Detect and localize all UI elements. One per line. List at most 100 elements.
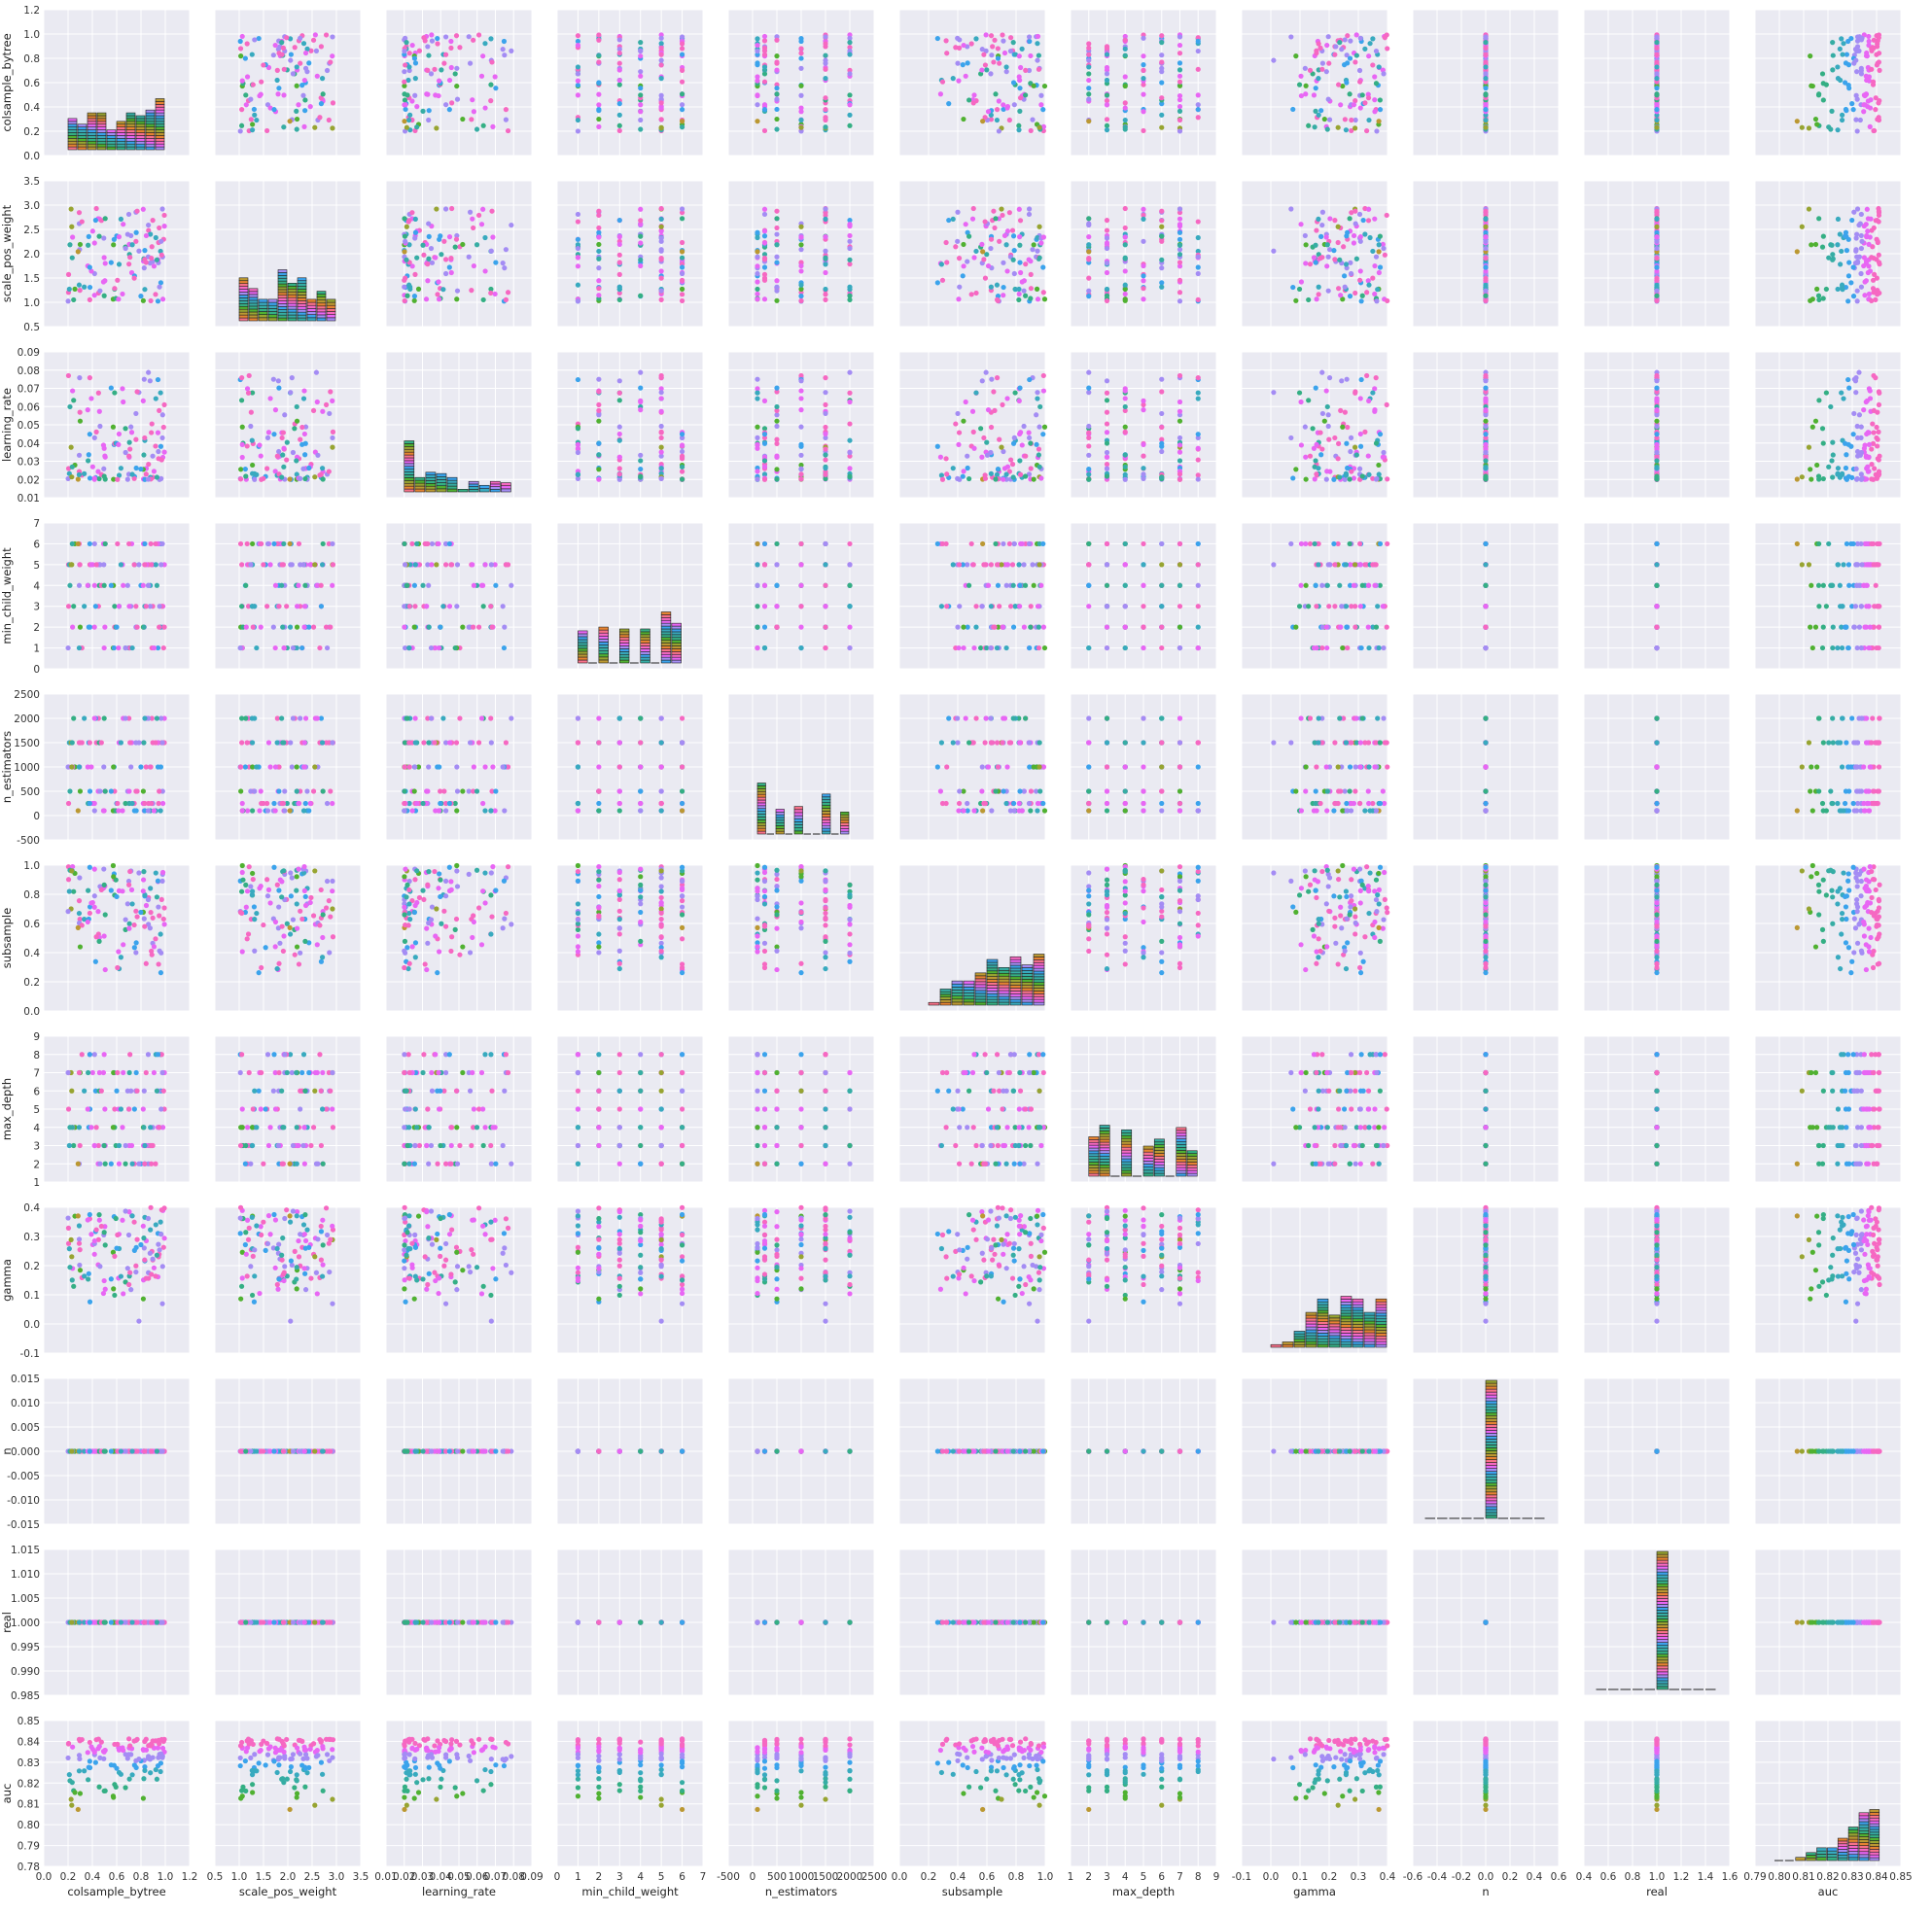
panel-learning_rate-vs-n_estimators	[727, 351, 875, 499]
scatter-point	[1871, 127, 1877, 134]
scatter-point	[991, 389, 997, 395]
scatter-point	[1026, 67, 1033, 74]
scatter-point	[1344, 52, 1350, 58]
scatter-point	[460, 624, 466, 630]
scatter-point	[616, 466, 622, 471]
scatter-point	[412, 216, 418, 223]
scatter-point	[86, 458, 91, 464]
scatter-point	[87, 624, 93, 630]
scatter-point	[575, 211, 581, 218]
scatter-point	[1858, 284, 1865, 290]
scatter-point	[596, 59, 602, 65]
histogram-bar	[267, 298, 278, 322]
scatter-point	[448, 256, 454, 261]
scatter-point	[142, 248, 148, 254]
scatter-point	[1159, 208, 1165, 214]
scatter-point	[1806, 444, 1812, 450]
scatter-point	[970, 100, 976, 106]
scatter-point	[115, 540, 121, 547]
scatter-point	[318, 471, 324, 477]
scatter-point	[238, 53, 244, 59]
scatter-point	[596, 293, 602, 298]
scatter-point	[299, 424, 305, 431]
scatter-point	[1177, 97, 1183, 103]
scatter-point	[1372, 216, 1378, 222]
scatter-point	[1356, 67, 1363, 74]
scatter-point	[985, 109, 992, 115]
scatter-point	[755, 102, 760, 108]
scatter-point	[1854, 476, 1860, 482]
scatter-point	[956, 78, 962, 84]
scatter-point	[1159, 80, 1165, 86]
scatter-point	[847, 473, 853, 479]
scatter-point	[406, 218, 412, 224]
scatter-point	[1654, 238, 1660, 244]
scatter-point	[1034, 286, 1040, 292]
scatter-point	[294, 83, 299, 88]
scatter-point	[251, 106, 258, 113]
scatter-point	[995, 55, 1001, 61]
scatter-point	[156, 448, 161, 455]
scatter-point	[638, 293, 644, 298]
scatter-point	[69, 562, 75, 568]
scatter-point	[475, 624, 482, 630]
scatter-point	[1366, 471, 1372, 477]
scatter-point	[1177, 216, 1183, 222]
scatter-point	[1861, 255, 1868, 261]
scatter-point	[1853, 248, 1859, 254]
scatter-point	[993, 476, 999, 482]
scatter-point	[1019, 46, 1025, 52]
scatter-point	[1845, 376, 1851, 383]
scatter-point	[956, 430, 963, 435]
histogram-bar	[287, 283, 298, 322]
scatter-point	[239, 33, 245, 40]
scatter-point	[1851, 410, 1857, 417]
scatter-point	[943, 239, 949, 246]
scatter-point	[616, 260, 622, 265]
scatter-point	[596, 241, 602, 248]
scatter-point	[426, 108, 432, 114]
scatter-point	[414, 124, 420, 130]
scatter-point	[1335, 224, 1341, 229]
scatter-point	[1007, 48, 1014, 54]
scatter-point	[1004, 105, 1010, 111]
scatter-point	[312, 32, 318, 38]
scatter-point	[997, 60, 1002, 66]
scatter-point	[306, 465, 312, 471]
scatter-point	[257, 442, 263, 448]
scatter-point	[82, 604, 88, 609]
scatter-point	[1016, 127, 1022, 133]
scatter-point	[1366, 206, 1372, 212]
scatter-point	[449, 205, 455, 212]
scatter-point	[446, 234, 453, 240]
scatter-point	[488, 604, 494, 609]
scatter-point	[1104, 409, 1110, 415]
scatter-point	[1010, 233, 1017, 239]
scatter-point	[823, 76, 828, 82]
scatter-point	[1316, 76, 1321, 82]
scatter-point	[1303, 476, 1309, 482]
scatter-point	[1104, 430, 1110, 435]
scatter-point	[406, 51, 412, 56]
scatter-point	[638, 73, 644, 79]
scatter-point	[1141, 35, 1146, 41]
scatter-point	[658, 444, 664, 450]
scatter-point	[101, 562, 107, 568]
scatter-point	[1271, 390, 1277, 396]
scatter-point	[638, 240, 644, 246]
scatter-point	[1177, 92, 1183, 99]
scatter-point	[1122, 105, 1128, 111]
scatter-point	[658, 449, 664, 455]
scatter-point	[755, 435, 760, 440]
scatter-point	[1357, 466, 1363, 471]
scatter-point	[1654, 224, 1660, 229]
scatter-point	[755, 279, 760, 285]
scatter-point	[402, 540, 407, 547]
scatter-point	[847, 245, 853, 252]
scatter-point	[161, 624, 167, 630]
scatter-point	[1839, 390, 1844, 396]
scatter-point	[1122, 297, 1128, 303]
scatter-point	[1858, 449, 1864, 456]
scatter-point	[1038, 240, 1044, 246]
scatter-point	[979, 241, 985, 248]
